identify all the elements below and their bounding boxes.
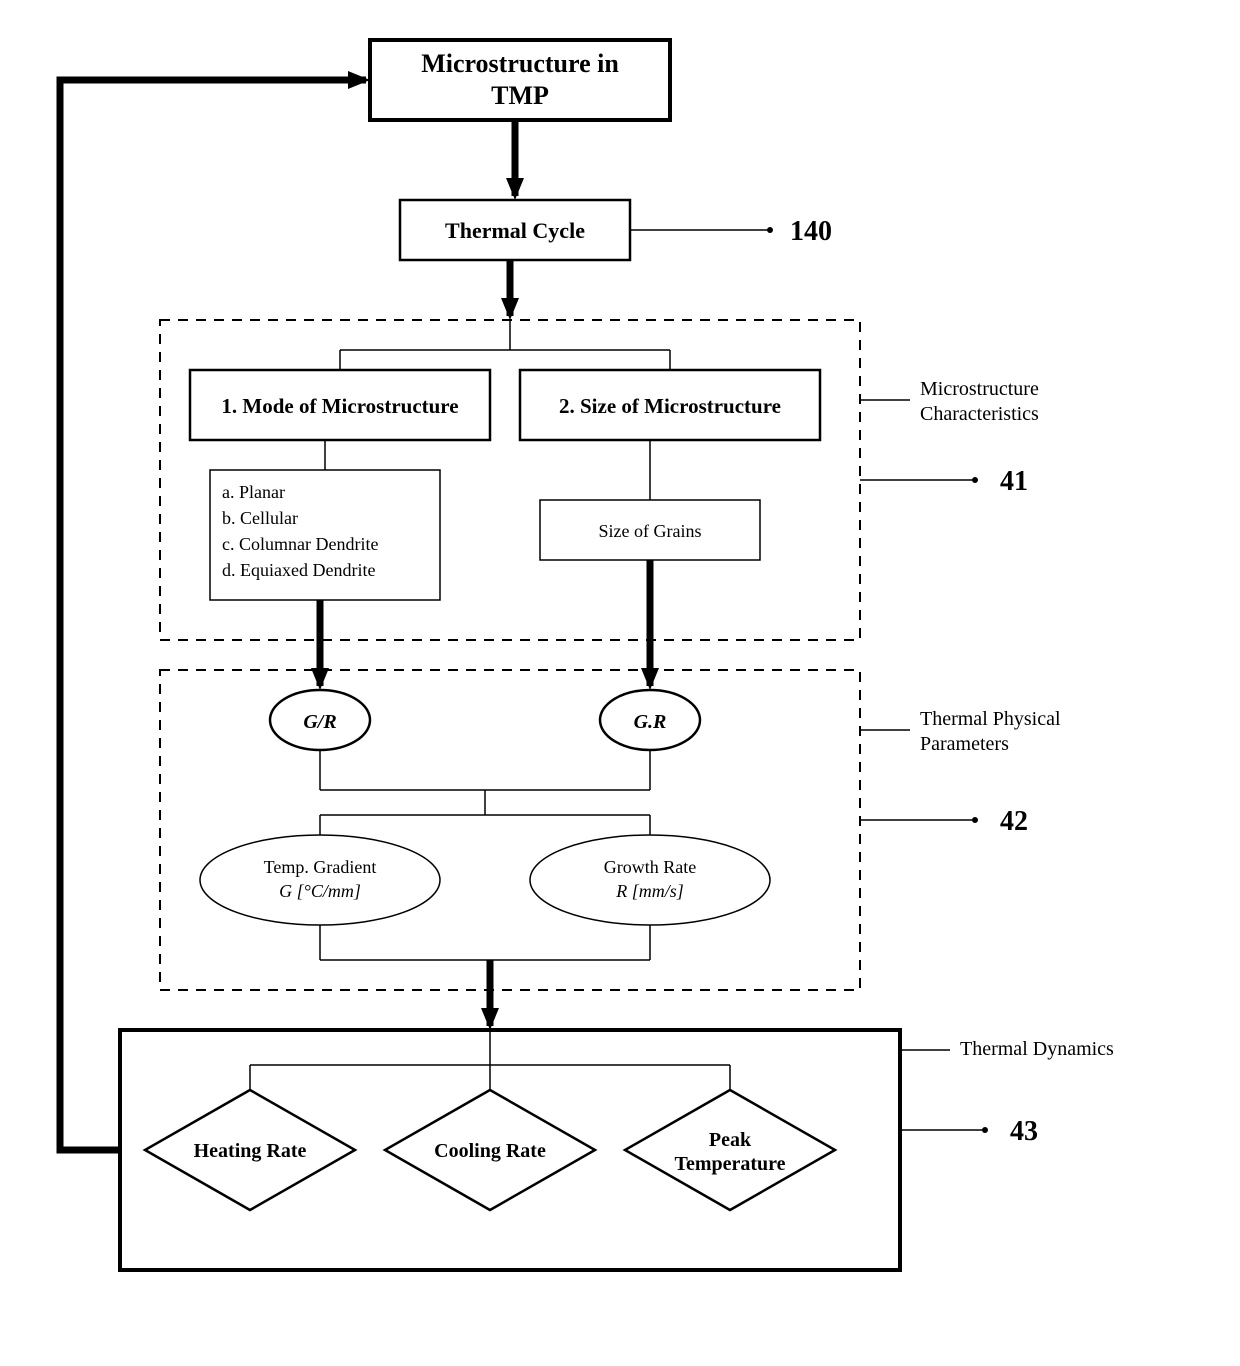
node-peak-temperature-line2: Temperature [674, 1153, 785, 1175]
flowchart-diagram: Microstructure in TMP Thermal Cycle 1. M… [0, 0, 1240, 1366]
node-cooling-rate-label: Cooling Rate [434, 1140, 546, 1162]
mode-list-item-c: c. Columnar Dendrite [222, 534, 378, 554]
label-thermal-dyn: Thermal Dynamics [960, 1038, 1114, 1060]
ref-41: 41 [1000, 466, 1028, 497]
node-growth-rate [530, 835, 770, 925]
label-thermal-phys-line1: Thermal Physical [920, 708, 1061, 730]
mode-list-item-d: d. Equiaxed Dendrite [222, 560, 375, 580]
node-growth-rate-label: Growth Rate [604, 857, 696, 877]
node-thermal-cycle-label: Thermal Cycle [445, 218, 585, 243]
node-g-dot-r-label: G.R [634, 711, 667, 733]
node-size-grains-label: Size of Grains [599, 521, 702, 541]
mode-list-item-b: b. Cellular [222, 508, 298, 528]
ref-43: 43 [1010, 1116, 1038, 1147]
node-g-over-r-label: G/R [303, 711, 336, 733]
node-temp-gradient-label: Temp. Gradient [264, 857, 377, 877]
label-micro-char-line2: Characteristics [920, 403, 1039, 425]
node-peak-temperature-line1: Peak [709, 1129, 752, 1151]
node-size-microstructure-label: 2. Size of Microstructure [559, 394, 781, 418]
node-heating-rate-label: Heating Rate [194, 1140, 307, 1162]
node-temp-gradient-unit: G [°C/mm] [279, 881, 361, 901]
label-micro-char-line1: Microstructure [920, 378, 1039, 400]
mode-list-item-a: a. Planar [222, 482, 285, 502]
ref-42: 42 [1000, 806, 1028, 837]
node-temp-gradient [200, 835, 440, 925]
node-growth-rate-unit: R [mm/s] [615, 881, 684, 901]
node-mode-microstructure-label: 1. Mode of Microstructure [221, 394, 458, 418]
node-title-line1: Microstructure in [421, 49, 619, 78]
group-thermal-physical [160, 670, 860, 990]
label-thermal-phys-line2: Parameters [920, 733, 1009, 755]
ref-140: 140 [790, 216, 832, 247]
node-title-line2: TMP [491, 81, 549, 110]
